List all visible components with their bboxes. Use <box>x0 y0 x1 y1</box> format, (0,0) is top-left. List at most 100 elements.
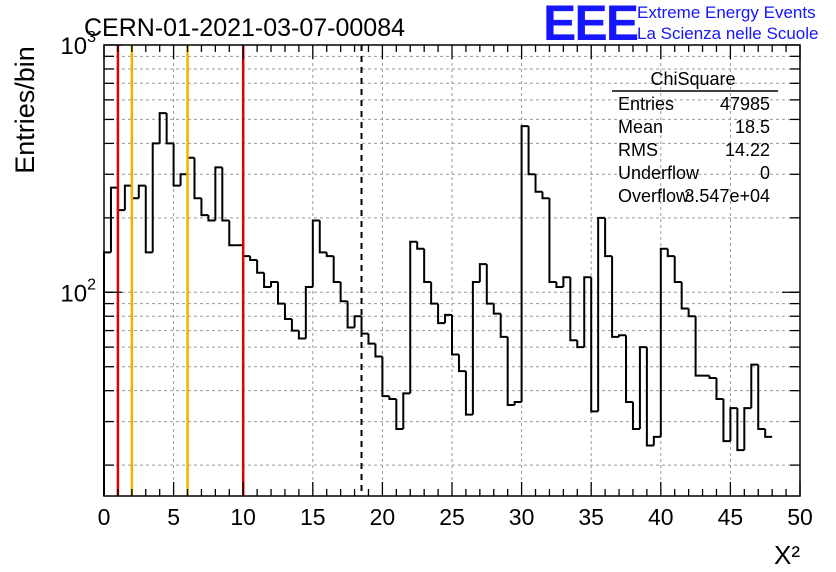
histogram-bin <box>743 407 752 451</box>
histogram-bin <box>109 186 118 253</box>
eee-logo-line2: La Scienza nelle Scuole <box>637 24 819 43</box>
histogram-bin <box>395 399 404 430</box>
stats-value-entries: 47985 <box>720 94 770 114</box>
stats-value-overflow: 3.547e+04 <box>684 186 770 206</box>
histogram-bin <box>471 281 480 415</box>
histogram-bin <box>151 142 160 253</box>
histogram-bin <box>464 371 473 416</box>
histogram-bin <box>304 286 313 339</box>
histogram-bin <box>103 251 111 496</box>
histogram-bin <box>256 260 265 274</box>
histogram-bin <box>207 215 216 222</box>
histogram-bin <box>645 347 654 447</box>
histogram-bin <box>722 399 731 443</box>
histogram-bin <box>659 247 668 437</box>
histogram-bin <box>652 435 661 446</box>
histogram-bin <box>562 276 571 288</box>
threshold-lines <box>116 45 363 496</box>
histogram-bin <box>332 256 341 284</box>
axes: 0 5 10 15 20 25 30 35 40 45 50 102 103 <box>60 29 812 530</box>
histogram-bin <box>144 185 153 254</box>
histogram-bin <box>165 113 174 145</box>
histogram-bin <box>381 356 390 398</box>
histogram-bin <box>576 340 585 349</box>
histogram-bin <box>687 308 696 318</box>
histogram-bin <box>757 364 766 430</box>
x-tick-label: 25 <box>439 504 465 530</box>
histogram-bin <box>750 363 759 409</box>
histogram-bin <box>597 216 606 412</box>
histogram-bin <box>492 303 501 315</box>
histogram-bin <box>708 375 717 380</box>
histogram-bin <box>437 303 446 325</box>
histogram-bin <box>430 282 439 305</box>
histogram-bin <box>631 401 640 430</box>
histogram-bin <box>444 313 452 324</box>
histogram-bin <box>416 241 425 250</box>
histogram-bin <box>527 126 536 176</box>
histogram-bin <box>569 277 578 342</box>
x-tick-label: 5 <box>167 504 180 530</box>
histogram <box>103 112 773 496</box>
histogram-bin <box>200 198 209 217</box>
histogram-bin <box>297 330 306 340</box>
stats-value-underflow: 0 <box>760 163 770 183</box>
histogram-bin <box>590 277 599 413</box>
histogram-bin <box>625 335 633 403</box>
stats-box: ChiSquare Entries 47985 Mean 18.5 RMS 14… <box>612 69 778 206</box>
x-tick-label: 10 <box>230 504 256 530</box>
histogram-bin <box>263 272 272 289</box>
histogram-bin <box>534 174 543 193</box>
stats-label-overflow: Overflow <box>618 186 690 206</box>
histogram-bin <box>123 184 132 211</box>
histogram-bin <box>158 112 167 144</box>
x-tick-label: 0 <box>98 504 111 530</box>
histogram-bin <box>346 301 355 329</box>
histogram-bin <box>137 184 146 199</box>
histogram-bin <box>764 428 773 438</box>
histogram-bin <box>318 220 327 254</box>
histogram-bin <box>638 346 647 429</box>
histogram-bin <box>618 334 626 337</box>
y-tick-label: 102 <box>60 276 96 307</box>
histogram-bin <box>214 166 223 221</box>
histogram-bin <box>179 173 188 186</box>
histogram-bin <box>311 219 320 288</box>
x-tick-label: 20 <box>370 504 396 530</box>
histogram-bin <box>520 125 529 402</box>
stats-value-mean: 18.5 <box>735 117 770 137</box>
histogram-bin <box>555 282 564 289</box>
histogram-bin <box>339 282 348 303</box>
stats-label-mean: Mean <box>618 117 663 137</box>
stats-label-underflow: Underflow <box>618 163 700 183</box>
histogram-bin <box>228 220 237 247</box>
x-tick-label: 35 <box>578 504 604 530</box>
histogram-bin <box>457 354 466 373</box>
histogram-bin <box>611 256 620 338</box>
histogram-bin <box>353 315 362 328</box>
x-tick-label: 15 <box>300 504 326 530</box>
histogram-bin <box>499 313 508 338</box>
histogram-bin <box>277 282 285 305</box>
histogram-bin <box>541 191 550 200</box>
histogram-bin <box>290 318 299 332</box>
histogram-bin <box>680 282 689 310</box>
histogram-bin <box>402 392 411 429</box>
histogram-bin <box>478 263 487 283</box>
histogram-bin <box>666 248 675 258</box>
histogram-bin <box>325 252 334 258</box>
histogram-bin <box>283 303 292 320</box>
histogram-bin <box>548 198 557 284</box>
histogram-bin <box>583 276 592 348</box>
stats-label-entries: Entries <box>618 94 674 114</box>
eee-logo-line1: Extreme Energy Events <box>637 3 816 22</box>
histogram-bin <box>715 378 724 401</box>
grid <box>104 45 800 496</box>
histogram-bin <box>249 256 258 262</box>
eee-logo-mark: EEE <box>543 0 639 51</box>
histogram-bin <box>485 264 494 305</box>
histogram-bin <box>270 281 278 288</box>
y-axis-label: Entries/bin <box>10 46 40 174</box>
stats-label-rms: RMS <box>618 140 658 160</box>
